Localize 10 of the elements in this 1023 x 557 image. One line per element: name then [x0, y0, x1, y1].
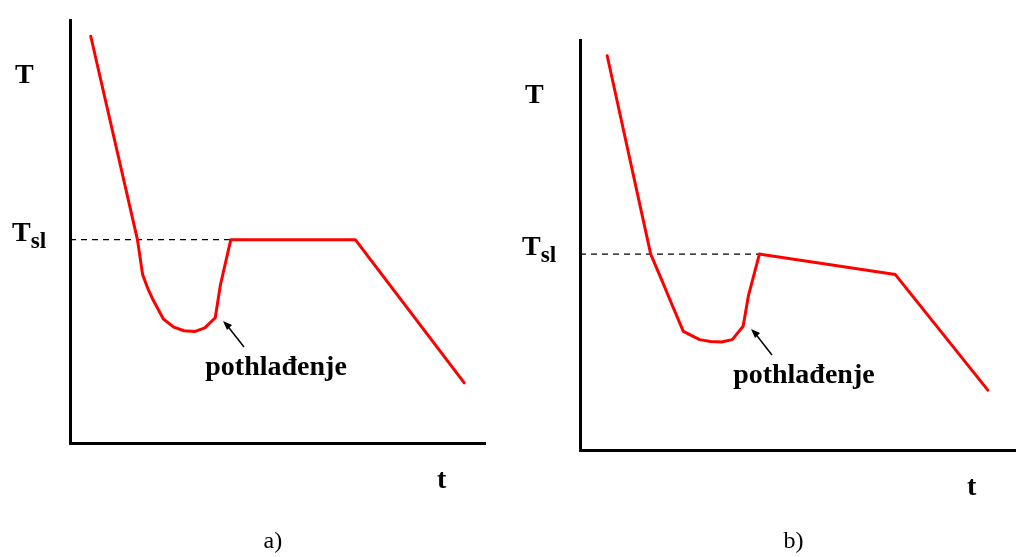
annotation: pothlađenje: [205, 349, 347, 381]
y-axis-title: T: [525, 78, 544, 109]
x-axis-title: t: [967, 470, 977, 501]
ref-line-label: T$_{sl}$: [12, 215, 47, 253]
x-axis-title: t: [437, 463, 447, 494]
y-axis-title: T: [15, 58, 34, 89]
annotation: pothlađenje: [733, 358, 875, 390]
ref-line-label: T$_{sl}$: [522, 230, 557, 267]
text: b): [783, 527, 804, 553]
text: a): [263, 527, 283, 553]
